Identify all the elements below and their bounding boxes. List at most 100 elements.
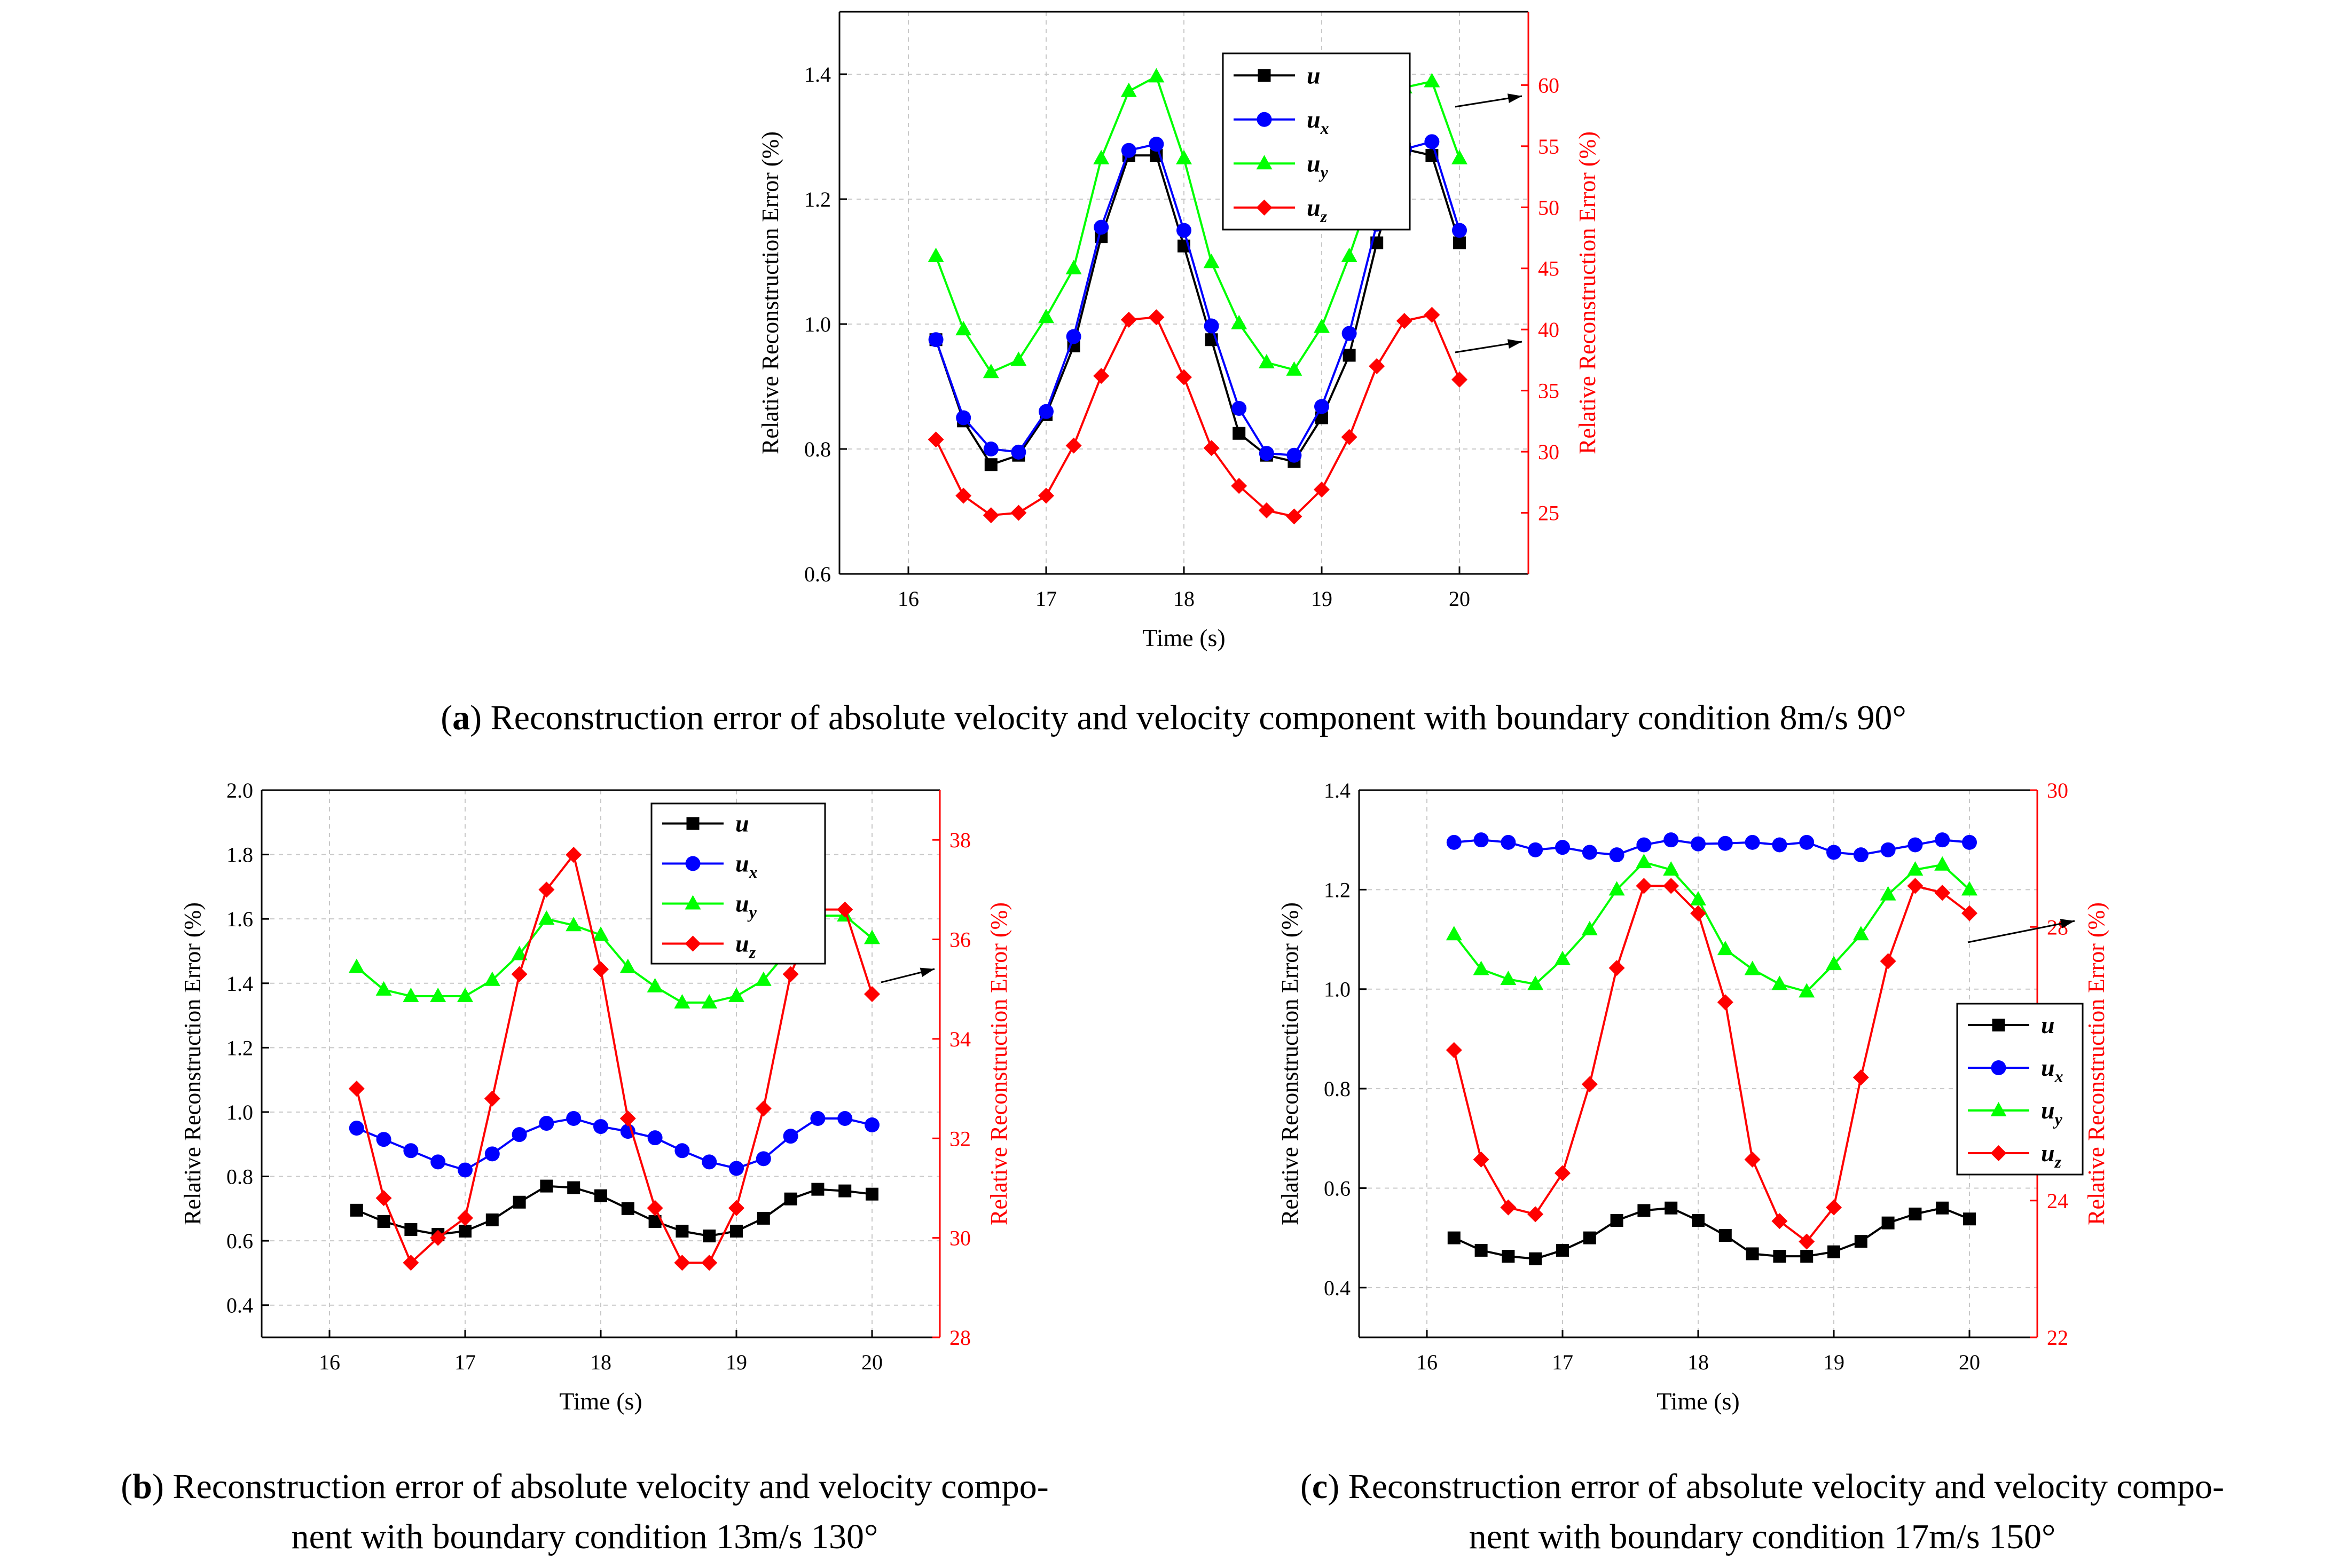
data-point — [1120, 311, 1137, 328]
series-u — [350, 1179, 878, 1243]
data-point — [1690, 905, 1706, 921]
x-axis-label: Time (s) — [1657, 1388, 1740, 1415]
data-point — [1826, 845, 1841, 860]
y-left-tick-label: 0.8 — [1324, 1077, 1351, 1101]
legend-marker — [1992, 1019, 2005, 1031]
data-point — [1286, 447, 1302, 463]
chart-c: 16171819200.40.60.81.01.21.42224262830Ti… — [1277, 778, 2109, 1415]
y-right-tick-label: 55 — [1538, 135, 1559, 159]
data-point — [1451, 372, 1467, 388]
y-left-tick-label: 1.6 — [226, 907, 253, 931]
data-point — [674, 1255, 690, 1271]
data-point — [1259, 446, 1274, 461]
data-point — [1907, 878, 1924, 894]
data-point — [1527, 975, 1544, 990]
data-point — [430, 1230, 446, 1246]
data-point — [403, 1143, 419, 1159]
data-point — [1608, 960, 1625, 976]
data-point — [1936, 1201, 1949, 1215]
data-point — [1665, 1201, 1678, 1215]
data-point — [676, 1225, 689, 1238]
data-point — [511, 945, 528, 960]
data-point — [1581, 920, 1598, 935]
data-point — [1453, 236, 1466, 249]
series-line — [935, 140, 1461, 456]
y-right-axis-label: Relative Reconstruction Error (%) — [1574, 131, 1600, 454]
x-tick-label: 20 — [1449, 587, 1470, 611]
y-left-tick-label: 1.2 — [1324, 878, 1351, 902]
data-point — [1744, 1151, 1761, 1168]
data-point — [782, 966, 799, 982]
data-point — [619, 958, 636, 973]
y-right-tick-label: 28 — [2047, 915, 2068, 939]
axis-arrow — [1967, 920, 2075, 943]
data-point — [1010, 351, 1027, 366]
y-right-tick-label: 24 — [2047, 1189, 2068, 1213]
legend-box — [1956, 1003, 2084, 1176]
series-u-x — [349, 1111, 880, 1178]
y-left-tick-label: 0.4 — [226, 1294, 253, 1318]
chart-b: 16 17 18 19 20 0.4 0.6 0.8 1.0 1.2 1.4 1.6 1.8 2.0 28 3… — [179, 778, 1012, 1415]
y-right-tick-label: 60 — [1538, 73, 1559, 97]
data-point — [1880, 886, 1896, 901]
y-left-tick-label: 1.4 — [1324, 778, 1351, 802]
legend-label: uz — [1307, 194, 1328, 226]
data-point — [1343, 349, 1356, 362]
data-point — [1341, 247, 1357, 262]
data-point — [430, 987, 446, 1002]
data-point — [1908, 837, 1923, 853]
data-point — [1663, 832, 1679, 848]
legend-label: uy — [1307, 149, 1329, 182]
x-tick-label: 16 — [1416, 1350, 1438, 1374]
x-tick-label: 19 — [1311, 587, 1332, 611]
data-point — [349, 1121, 364, 1136]
x-tick-label: 17 — [454, 1350, 476, 1374]
data-point — [1447, 1231, 1461, 1244]
legend-marker — [1991, 1060, 2006, 1075]
data-point — [403, 1255, 419, 1271]
data-point — [1773, 1250, 1786, 1263]
data-point — [1717, 836, 1733, 851]
data-point — [348, 1081, 365, 1097]
data-point — [1011, 444, 1026, 460]
data-point — [838, 1184, 852, 1197]
legend-marker — [685, 856, 701, 871]
data-point — [1637, 1204, 1651, 1217]
axis-arrow-head — [2060, 919, 2075, 928]
data-point — [1093, 368, 1110, 384]
data-point — [1961, 905, 1977, 921]
y-left-tick-label: 2.0 — [226, 778, 253, 802]
data-point — [1771, 1213, 1788, 1230]
data-point — [1452, 223, 1467, 238]
data-point — [756, 1151, 771, 1167]
y-left-axis-label: Relative Reconstruction Error (%) — [1277, 902, 1303, 1225]
data-point — [1451, 149, 1467, 164]
data-point — [484, 971, 500, 986]
data-point — [1962, 834, 1977, 850]
data-point — [647, 1200, 663, 1216]
legend-label: u — [735, 810, 749, 837]
data-point — [404, 1223, 418, 1236]
data-point — [955, 321, 972, 336]
y-right-tick-label: 25 — [1538, 501, 1559, 525]
data-point — [757, 1211, 770, 1225]
y-right-tick-label: 45 — [1538, 257, 1559, 281]
series-u-z — [348, 847, 880, 1271]
data-point — [647, 978, 663, 992]
legend-marker — [1257, 112, 1272, 127]
data-point — [983, 364, 999, 379]
data-point — [1424, 134, 1440, 149]
data-point — [1555, 950, 1571, 965]
data-point — [1529, 1252, 1542, 1265]
data-point — [702, 1154, 717, 1170]
series-u-x — [928, 134, 1467, 463]
data-point — [1121, 143, 1136, 158]
x-tick-label: 18 — [1687, 1350, 1709, 1374]
y-left-tick-label: 0.6 — [226, 1229, 253, 1253]
data-point — [1396, 313, 1412, 329]
data-point — [1528, 842, 1543, 857]
data-point — [1744, 960, 1761, 975]
y-right-tick-label: 32 — [949, 1126, 971, 1151]
data-point — [701, 1255, 718, 1271]
